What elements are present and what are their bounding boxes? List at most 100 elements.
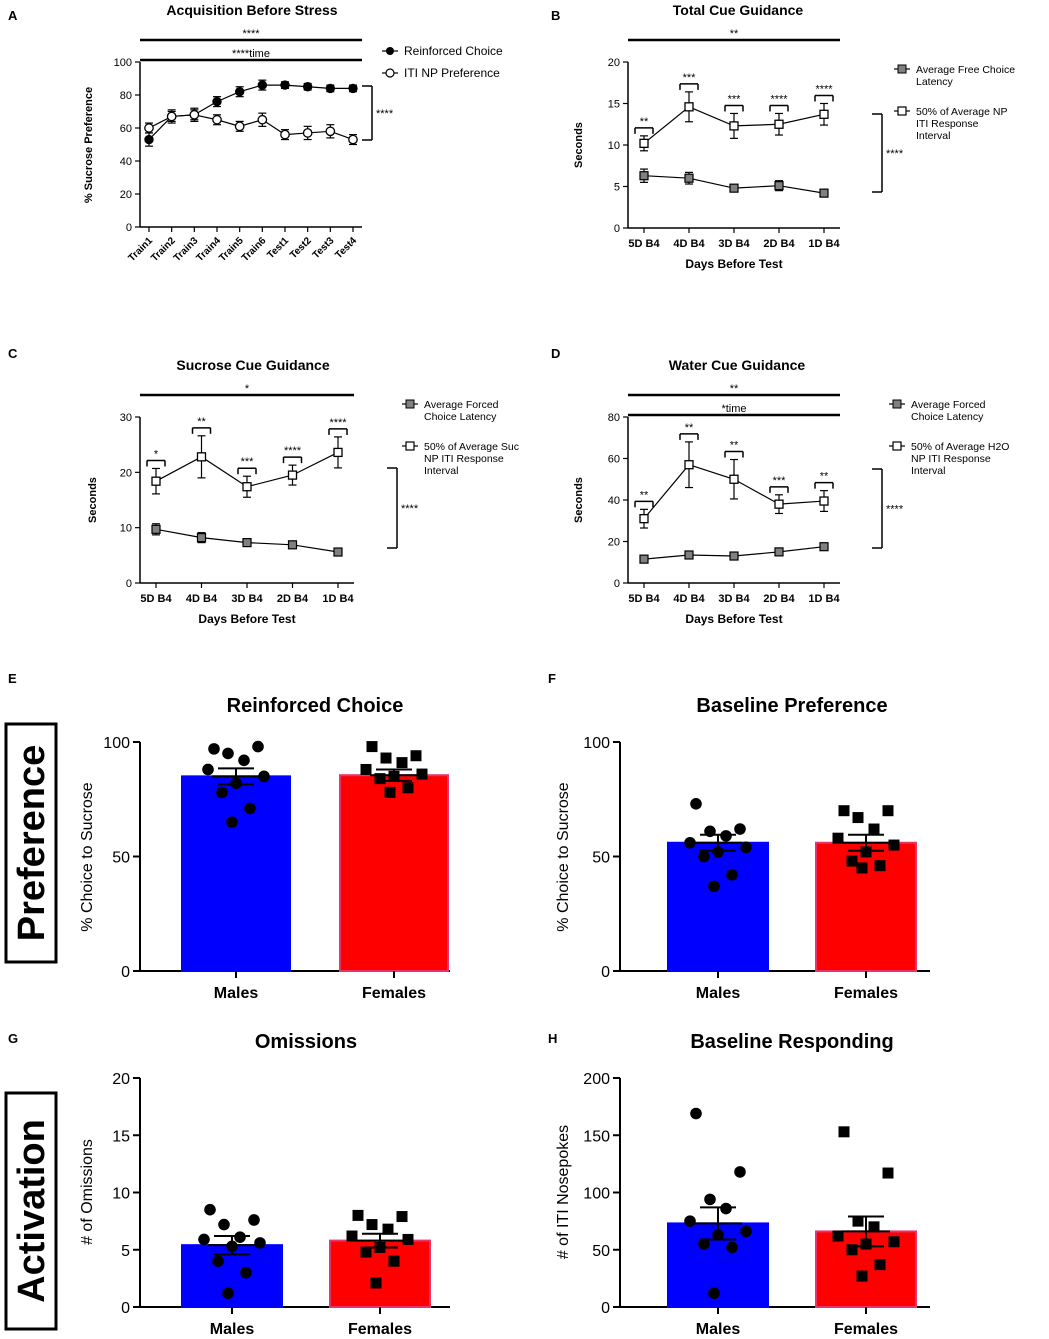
data-point: [416, 768, 428, 780]
data-point: [639, 138, 649, 148]
data-point: [360, 1246, 372, 1258]
data-point: [325, 126, 336, 137]
bracket-stars: ****: [886, 504, 904, 516]
legend-marker: [897, 106, 907, 116]
data-point: [402, 1233, 414, 1245]
y-tick-label: 0: [121, 964, 130, 981]
x-tick-label: Females: [834, 985, 898, 1002]
pair-stars: ***: [241, 456, 255, 468]
data-point: [846, 855, 858, 867]
significance-stars: *: [245, 383, 250, 395]
data-point: [380, 752, 392, 764]
data-point: [352, 1209, 364, 1221]
legend-label-line: Interval: [911, 465, 945, 477]
data-point: [729, 121, 739, 131]
data-point: [151, 476, 161, 486]
x-tick-label: Train1: [127, 235, 156, 264]
x-axis-label: Days Before Test: [198, 612, 295, 626]
y-tick-label: 100: [583, 735, 610, 752]
pair-stars: ****: [284, 445, 302, 457]
x-tick-label: Females: [834, 1321, 898, 1338]
data-point: [208, 743, 220, 755]
data-point: [198, 1233, 210, 1246]
x-tick-label: Males: [696, 1321, 741, 1338]
data-point: [774, 181, 784, 191]
data-point: [774, 547, 784, 557]
data-point: [774, 499, 784, 509]
data-point: [151, 524, 161, 534]
x-tick-label: Females: [362, 985, 426, 1002]
data-point: [734, 1166, 746, 1178]
legend-label-line: 50% of Average NP: [916, 106, 1007, 118]
y-tick-label: 100: [103, 735, 130, 752]
legend-label: 50% of Average H2O NP ITI Response Interva…: [911, 441, 1009, 477]
side-label-box: [4, 722, 58, 964]
legend-marker: [892, 441, 902, 451]
data-point: [248, 1214, 260, 1226]
data-point: [852, 1215, 864, 1227]
y-tick-label: 15: [112, 1128, 130, 1145]
data-point: [726, 869, 738, 881]
legend-marker: [385, 68, 395, 78]
x-tick-label: Train5: [217, 235, 246, 264]
data-point: [639, 514, 649, 524]
data-point: [726, 1241, 738, 1254]
data-point: [639, 554, 649, 564]
x-tick-label: Test4: [333, 235, 359, 261]
x-tick-label: Males: [214, 985, 259, 1002]
side-label: Activation: [11, 1119, 53, 1303]
data-point: [819, 109, 829, 119]
x-tick-label: 3D B4: [718, 593, 750, 605]
data-point: [819, 188, 829, 198]
data-point: [729, 474, 739, 484]
data-point: [202, 763, 214, 776]
legend-label-line: Average Forced: [911, 399, 986, 411]
legend-label: Average Free Choice Latency: [916, 64, 1015, 88]
bracket-stars: ****: [376, 108, 394, 120]
data-point: [348, 134, 358, 145]
data-point: [708, 1287, 720, 1300]
data-point: [734, 823, 746, 835]
bar-males: [181, 775, 291, 972]
y-tick-label: 30: [120, 412, 132, 424]
pair-stars: **: [640, 116, 649, 128]
data-point: [258, 770, 270, 783]
data-point: [698, 850, 710, 863]
data-point: [325, 83, 336, 94]
data-point: [366, 741, 378, 753]
data-point: [388, 1255, 400, 1267]
y-tick-label: 200: [583, 1071, 610, 1088]
data-point: [868, 823, 880, 835]
legend-marker: [897, 64, 907, 74]
data-point: [280, 129, 290, 140]
x-tick-label: Females: [348, 1321, 412, 1338]
bracket-stars: ****: [401, 503, 419, 515]
bar-females: [339, 774, 449, 973]
panel-label: A: [8, 8, 18, 23]
y-axis-label: % Sucrose Preference: [83, 87, 95, 203]
data-point: [222, 747, 234, 760]
data-point: [729, 551, 739, 561]
pair-stars: *: [154, 448, 159, 460]
pair-stars: ***: [728, 93, 742, 105]
chart-title: Reinforced Choice: [227, 695, 404, 717]
x-tick-label: Train4: [195, 235, 224, 264]
data-point: [234, 121, 245, 132]
x-tick-label: Males: [210, 1321, 255, 1338]
data-point: [333, 447, 343, 458]
data-point: [204, 1203, 216, 1216]
bracket-stars: ****: [886, 148, 904, 160]
x-axis-label: Days Before Test: [685, 257, 782, 271]
y-axis-label: % Choice to Sucrose: [555, 782, 572, 932]
chart-title: Baseline Responding: [690, 1031, 893, 1053]
y-tick-label: 10: [120, 523, 132, 535]
panel-label: F: [548, 671, 556, 686]
bar-males: [667, 841, 769, 973]
data-point: [257, 114, 268, 125]
data-point: [242, 538, 252, 548]
data-point: [346, 1230, 358, 1242]
legend-label-line: Average Free Choice: [916, 64, 1015, 76]
y-tick-label: 10: [112, 1186, 130, 1203]
data-point: [252, 740, 264, 753]
